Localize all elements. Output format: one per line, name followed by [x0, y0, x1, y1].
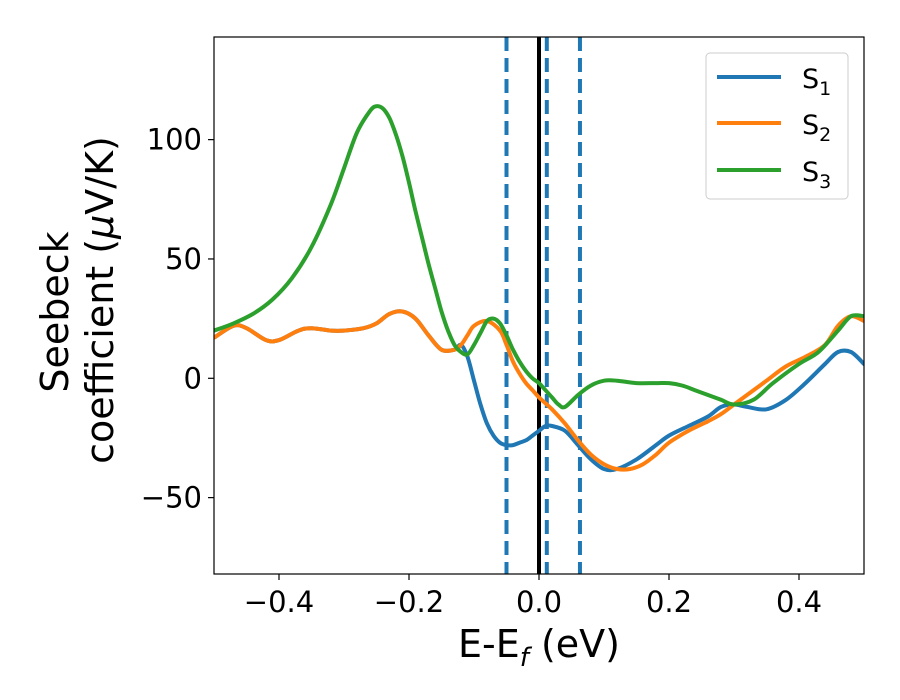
x-tick-label: 0.0	[516, 585, 562, 619]
x-axis-title-unit: (eV)	[529, 622, 620, 666]
x-axis-title-main: E-E	[458, 622, 520, 666]
legend-label-s1: S1	[802, 64, 831, 100]
x-tick-label: −0.4	[244, 585, 314, 619]
y-axis-title-mu: μ	[78, 215, 122, 240]
y-axis-title-suffix: V/K)	[78, 136, 122, 215]
series-line-s3	[214, 104, 864, 410]
y-tick-label: 0	[184, 361, 202, 395]
x-tick-label: 0.2	[646, 585, 692, 619]
y-axis-title-prefix: coefficient (	[78, 239, 122, 464]
legend-box	[705, 52, 849, 200]
x-tick-label: 0.4	[776, 585, 822, 619]
y-axis-title-line2: coefficient (μV/K)	[78, 136, 122, 464]
y-axis-title-line1: Seebeck	[33, 231, 77, 392]
legend: S1 S2 S3	[705, 52, 849, 200]
y-tick-label: −50	[141, 481, 202, 515]
legend-label-s3: S3	[802, 157, 831, 193]
legend-label-s2: S2	[802, 110, 831, 146]
x-tick-label: −0.2	[374, 585, 444, 619]
y-tick-label: 50	[165, 242, 202, 276]
x-axis-title: E-Ef (eV)	[458, 622, 620, 673]
y-tick-label: 100	[147, 123, 202, 157]
